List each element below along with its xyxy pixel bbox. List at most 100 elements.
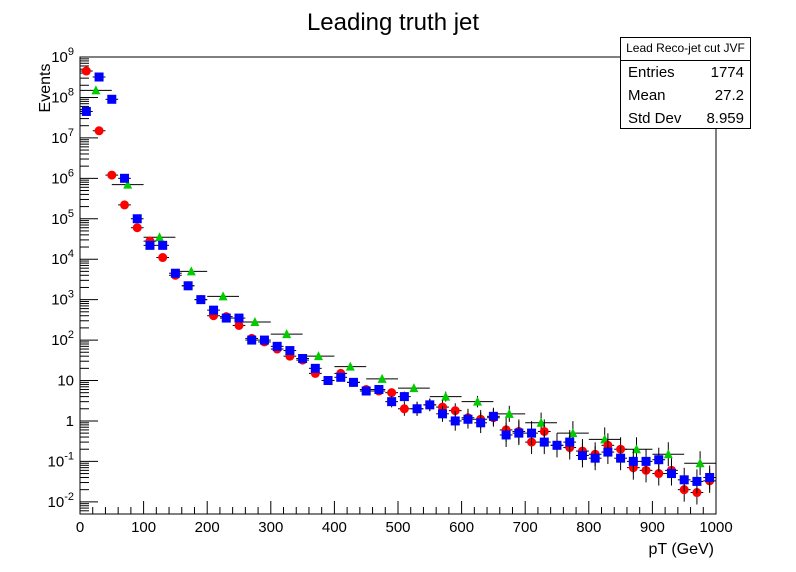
stats-entries-row: Entries 1774 — [621, 61, 750, 84]
data-point — [550, 433, 564, 458]
y-tick-base: 10 — [51, 211, 68, 228]
data-point — [626, 449, 640, 474]
blue-square-marker — [539, 437, 549, 447]
data-point — [448, 411, 462, 431]
data-point — [448, 403, 462, 418]
data-point — [156, 240, 170, 250]
blue-square-marker — [285, 346, 295, 356]
data-point — [703, 465, 716, 490]
blue-square-marker — [234, 313, 244, 323]
y-tick-label: 10 — [57, 373, 74, 390]
data-point — [80, 66, 93, 76]
y-tick-exponent: -1 — [64, 450, 74, 462]
y-tick-base: 10 — [51, 332, 68, 349]
red-circle-marker — [94, 126, 104, 136]
data-point — [652, 442, 685, 467]
red-circle-marker — [132, 223, 142, 233]
green-triangle-marker — [123, 179, 133, 189]
stats-mean-value: 27.2 — [714, 87, 744, 104]
green-triangle-marker — [663, 449, 673, 459]
data-point — [690, 469, 704, 494]
x-tick-label: 100 — [131, 519, 156, 536]
data-point — [334, 372, 348, 382]
red-circle-marker — [450, 406, 460, 416]
data-point — [398, 401, 411, 416]
y-tick-label: 102 — [51, 329, 74, 349]
blue-square-marker — [221, 313, 231, 323]
blue-square-marker — [259, 335, 269, 345]
y-tick-base: 10 — [48, 494, 65, 511]
y-tick-exponent: 7 — [68, 127, 74, 139]
blue-square-marker — [705, 472, 715, 482]
data-point — [334, 361, 367, 371]
blue-square-marker — [336, 372, 346, 382]
green-triangle-marker — [155, 232, 164, 242]
data-point — [499, 422, 513, 447]
y-tick-exponent: 4 — [68, 248, 74, 260]
data-point — [169, 268, 182, 278]
blue-square-marker — [196, 295, 206, 305]
y-tick-base: 10 — [51, 292, 68, 309]
green-triangle-marker — [504, 408, 514, 418]
red-circle-marker — [120, 200, 130, 210]
blue-square-marker — [183, 281, 193, 291]
y-tick-label: 106 — [51, 167, 74, 187]
blue-square-marker — [501, 430, 511, 440]
y-tick-exponent: -2 — [64, 491, 74, 503]
data-point — [385, 388, 398, 398]
data-point — [410, 401, 424, 416]
blue-square-marker — [323, 376, 333, 386]
green-triangle-marker — [377, 373, 387, 383]
data-point — [118, 200, 131, 210]
data-point — [677, 467, 691, 492]
y-tick-label: 10-1 — [48, 450, 74, 470]
blue-square-marker — [132, 214, 142, 224]
data-point — [130, 223, 144, 233]
blue-square-marker — [81, 106, 91, 116]
x-tick-label: 400 — [322, 519, 347, 536]
data-point — [302, 351, 335, 361]
data-point — [296, 354, 309, 364]
green-triangle-marker — [695, 458, 705, 468]
data-point — [175, 266, 208, 276]
data-point — [283, 346, 297, 356]
data-point — [258, 335, 271, 345]
data-point — [207, 305, 220, 315]
green-triangle-marker — [282, 329, 292, 339]
y-tick-exponent: 2 — [68, 329, 74, 341]
data-point — [684, 451, 716, 476]
data-point — [181, 281, 195, 291]
chart-title: Leading truth jet — [307, 9, 479, 36]
green-triangle-marker — [345, 361, 355, 371]
data-point — [130, 214, 144, 224]
data-point — [219, 313, 233, 323]
data-point — [105, 94, 119, 104]
data-point — [487, 407, 500, 425]
red-circle-marker — [107, 170, 117, 180]
green-triangle-marker — [314, 351, 323, 361]
data-point — [207, 291, 239, 301]
data-point — [232, 313, 246, 323]
green-triangle-marker — [632, 444, 641, 454]
blue-square-marker — [463, 414, 473, 424]
blue-square-marker — [641, 456, 651, 466]
data-point — [563, 430, 577, 455]
data-point — [665, 461, 678, 486]
y-tick-base: 10 — [51, 251, 68, 268]
data-point — [80, 85, 112, 95]
data-point — [111, 179, 144, 189]
blue-square-marker — [247, 335, 257, 345]
data-point — [92, 126, 106, 136]
green-triangle-marker — [250, 316, 260, 326]
x-tick-label: 200 — [195, 519, 220, 536]
x-tick-labels: 0 100 200 300 400 500 600 700 800 900 1000 — [76, 519, 733, 536]
blue-square-marker — [590, 453, 600, 463]
y-tick-label: 103 — [51, 289, 74, 309]
y-tick-exponent: 3 — [68, 289, 74, 301]
blue-square-marker — [552, 440, 562, 450]
data-point — [652, 447, 666, 472]
blue-square-marker — [361, 386, 371, 396]
blue-square-marker — [679, 475, 689, 485]
green-triangle-marker — [218, 291, 228, 301]
blue-square-marker — [666, 469, 676, 479]
